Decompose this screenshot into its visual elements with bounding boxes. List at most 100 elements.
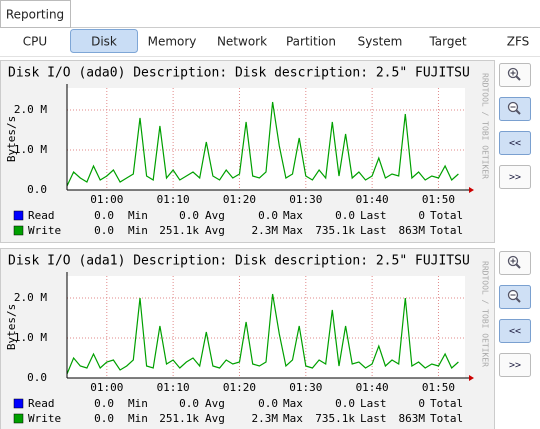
x-tick-label: 01:10 (157, 381, 190, 394)
legend-stat-label: Last (360, 224, 387, 237)
legend-value: 0 (418, 209, 425, 222)
side-button[interactable] (499, 353, 531, 377)
x-tick-label: 01:50 (422, 381, 455, 394)
legend-stat-label: Max (283, 412, 303, 425)
legend-value: 251.1k (159, 224, 199, 237)
legend-stat-label: Avg (205, 209, 225, 222)
subtab[interactable]: ZFS (507, 35, 530, 49)
legend-value: 0.0 (179, 209, 199, 222)
legend-stat-label: Total (430, 412, 463, 425)
y-tick-label: 0.0 (27, 183, 47, 196)
x-tick-label: 01:20 (223, 381, 256, 394)
x-tick-label: 01:50 (422, 193, 455, 206)
legend-stat-label: Total (430, 224, 463, 237)
legend-stat-label: Avg (205, 224, 225, 237)
subtab[interactable]: Network (217, 35, 267, 49)
subtab[interactable]: Memory (148, 35, 197, 49)
plot-area (67, 88, 465, 190)
watermark: RRDTOOL / TOBI OETIKER (481, 73, 490, 179)
legend-value: 0.0 (258, 397, 278, 410)
subtab[interactable]: CPU (23, 35, 47, 49)
subtab[interactable]: Target (428, 35, 466, 49)
legend-value: 0.0 (94, 209, 114, 222)
write-line (66, 101, 459, 187)
legend-name: Write (28, 224, 61, 237)
write-line (66, 293, 459, 375)
legend-value: 863M (399, 224, 426, 237)
legend-value: 0.0 (258, 209, 278, 222)
legend-stat-label: Max (283, 224, 303, 237)
legend-value: 735.1k (315, 412, 355, 425)
side-button[interactable] (499, 165, 531, 189)
subtab[interactable]: Disk (91, 35, 117, 49)
legend-name: Write (28, 412, 61, 425)
legend-value: 0 (418, 397, 425, 410)
y-axis-label: Bytes/s (5, 304, 18, 350)
legend-value: 2.3M (252, 412, 279, 425)
legend-value: 0.0 (335, 397, 355, 410)
watermark: RRDTOOL / TOBI OETIKER (481, 261, 490, 367)
legend-value: 0.0 (94, 412, 114, 425)
side-button[interactable] (499, 319, 531, 343)
legend-value: 0.0 (179, 397, 199, 410)
legend-stat-label: Avg (205, 397, 225, 410)
legend-stat-label: Min (128, 224, 148, 237)
legend-value: 0.0 (94, 224, 114, 237)
axis-arrow (469, 375, 474, 381)
x-tick-label: 01:10 (157, 193, 190, 206)
legend-stat-label: Max (283, 209, 303, 222)
nav-button-label[interactable]: >> (509, 172, 521, 183)
subtab[interactable]: System (358, 35, 403, 49)
x-tick-label: 01:00 (90, 381, 123, 394)
legend-stat-label: Last (360, 397, 387, 410)
x-tick-label: 01:40 (356, 381, 389, 394)
legend-stat-label: Last (360, 209, 387, 222)
legend-swatch (13, 413, 24, 424)
legend-stat-label: Min (128, 209, 148, 222)
x-tick-label: 01:20 (223, 193, 256, 206)
y-tick-label: 0.0 (27, 371, 47, 384)
reporting-tab-label[interactable]: Reporting (6, 8, 64, 22)
axis-arrow (469, 187, 474, 193)
legend-value: 0.0 (94, 397, 114, 410)
legend-value: 863M (399, 412, 426, 425)
legend-stat-label: Avg (205, 412, 225, 425)
legend-stat-label: Last (360, 412, 387, 425)
legend-stat-label: Total (430, 397, 463, 410)
magnifier-handle[interactable] (515, 263, 521, 269)
x-tick-label: 01:00 (90, 193, 123, 206)
graph-title: Disk I/O (ada1) Description: Disk descri… (8, 254, 470, 269)
magnifier-handle[interactable] (515, 75, 521, 81)
subtab-active[interactable] (70, 29, 138, 53)
y-tick-label: 2.0 M (14, 291, 47, 304)
legend-stat-label: Min (128, 412, 148, 425)
nav-button-label[interactable]: << (509, 138, 521, 149)
y-tick-label: 2.0 M (14, 103, 47, 116)
side-button[interactable] (499, 131, 531, 155)
legend-value: 251.1k (159, 412, 199, 425)
legend-value: 0.0 (335, 209, 355, 222)
y-axis-label: Bytes/s (5, 116, 18, 162)
legend-swatch (13, 210, 24, 221)
legend-swatch (13, 398, 24, 409)
legend-swatch (13, 225, 24, 236)
legend-stat-label: Min (128, 397, 148, 410)
magnifier-handle[interactable] (515, 297, 521, 303)
graph-title: Disk I/O (ada0) Description: Disk descri… (8, 66, 470, 81)
legend-name: Read (28, 397, 55, 410)
subtab[interactable]: Partition (286, 35, 336, 49)
magnifier-handle[interactable] (515, 109, 521, 115)
reporting-tab[interactable] (0, 0, 71, 28)
y-tick-label: 1.0 M (14, 331, 47, 344)
y-tick-label: 1.0 M (14, 143, 47, 156)
legend-value: 2.3M (252, 224, 279, 237)
nav-button-label[interactable]: << (509, 326, 521, 337)
legend-stat-label: Total (430, 209, 463, 222)
legend-stat-label: Max (283, 397, 303, 410)
legend-value: 735.1k (315, 224, 355, 237)
x-tick-label: 01:30 (289, 193, 322, 206)
nav-button-label[interactable]: >> (509, 360, 521, 371)
x-tick-label: 01:30 (289, 381, 322, 394)
legend-name: Read (28, 209, 55, 222)
